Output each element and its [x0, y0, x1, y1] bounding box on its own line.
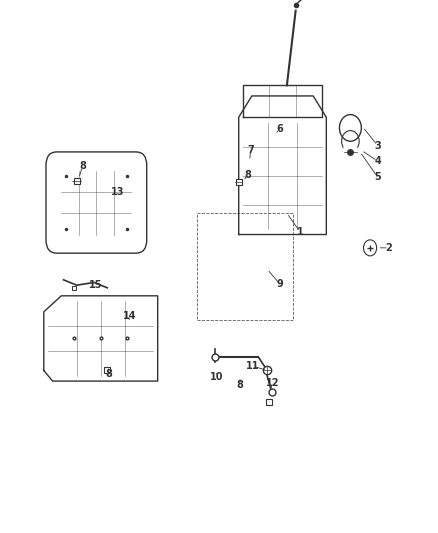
Text: 12: 12	[266, 378, 279, 387]
Text: 4: 4	[374, 156, 381, 166]
Text: 8: 8	[237, 380, 244, 390]
Text: 13: 13	[111, 187, 124, 197]
Text: 7: 7	[247, 146, 254, 155]
Text: 15: 15	[89, 280, 102, 290]
Text: 2: 2	[385, 243, 392, 253]
Text: 8: 8	[79, 161, 86, 171]
Text: 3: 3	[374, 141, 381, 150]
Text: 6: 6	[276, 124, 283, 134]
Text: 1: 1	[297, 227, 304, 237]
Text: 14: 14	[123, 311, 136, 320]
Text: 5: 5	[374, 172, 381, 182]
Text: 8: 8	[105, 369, 112, 379]
Text: 11: 11	[247, 361, 260, 371]
Circle shape	[343, 142, 358, 161]
Text: 8: 8	[244, 170, 251, 180]
Text: 9: 9	[276, 279, 283, 288]
Text: 10: 10	[210, 372, 223, 382]
